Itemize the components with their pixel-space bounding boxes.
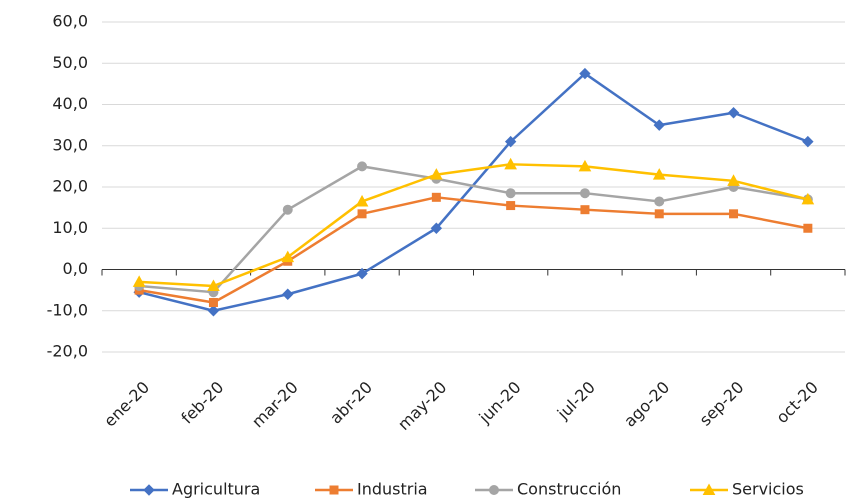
- y-tick-label: 0,0: [63, 259, 88, 278]
- legend-marker: [143, 484, 155, 496]
- legend-marker: [489, 485, 499, 495]
- legend-label: Industria: [357, 480, 428, 499]
- marker: [578, 159, 592, 172]
- marker: [207, 305, 220, 317]
- marker: [579, 188, 590, 199]
- marker: [803, 223, 813, 233]
- marker: [652, 168, 666, 180]
- legend-label: Construcción: [517, 480, 621, 499]
- marker: [430, 168, 443, 180]
- y-tick-label: -20,0: [47, 342, 88, 361]
- marker: [357, 161, 368, 172]
- series-line: [139, 163, 809, 288]
- legend-marker: [702, 483, 716, 495]
- marker: [132, 275, 146, 287]
- y-tick-label: 20,0: [52, 177, 88, 196]
- marker: [654, 209, 664, 219]
- marker: [208, 298, 218, 307]
- marker: [282, 204, 293, 215]
- marker: [355, 194, 369, 207]
- marker: [281, 250, 295, 263]
- marker: [357, 209, 367, 219]
- marker: [801, 192, 815, 205]
- marker: [727, 107, 740, 119]
- x-tick-label: sep-20: [696, 378, 748, 430]
- marker: [356, 267, 368, 280]
- marker: [430, 222, 443, 234]
- y-tick-label: 10,0: [52, 218, 88, 237]
- x-tick-label: may-20: [394, 378, 450, 434]
- legend-label: Agricultura: [172, 480, 260, 499]
- marker: [207, 279, 220, 291]
- marker: [504, 157, 517, 170]
- y-tick-label: 30,0: [52, 135, 88, 154]
- x-tick-label: jun-20: [475, 378, 525, 428]
- marker: [580, 205, 590, 215]
- marker: [802, 135, 814, 148]
- marker: [579, 67, 591, 80]
- marker: [505, 188, 516, 199]
- marker: [654, 196, 665, 207]
- x-tick-label: mar-20: [248, 378, 302, 432]
- marker: [282, 288, 294, 300]
- marker: [431, 192, 441, 202]
- marker: [506, 201, 516, 211]
- legend-label: Servicios: [732, 480, 804, 499]
- x-tick-label: feb-20: [177, 378, 227, 428]
- legend-marker: [329, 485, 339, 495]
- series-line: [139, 165, 809, 294]
- x-tick-label: oct-20: [772, 378, 821, 427]
- x-tick-label: ene-20: [100, 378, 153, 431]
- y-tick-label: -10,0: [47, 300, 88, 319]
- marker: [653, 119, 665, 131]
- marker: [729, 209, 739, 219]
- y-tick-label: 40,0: [52, 94, 88, 113]
- x-tick-label: jul-20: [553, 378, 599, 424]
- y-tick-label: 50,0: [52, 53, 88, 72]
- marker: [504, 135, 517, 148]
- series-line: [138, 196, 809, 304]
- marker: [727, 174, 740, 186]
- x-tick-label: abr-20: [326, 378, 376, 428]
- x-tick-label: ago-20: [620, 378, 673, 431]
- y-tick-label: 60,0: [52, 12, 88, 31]
